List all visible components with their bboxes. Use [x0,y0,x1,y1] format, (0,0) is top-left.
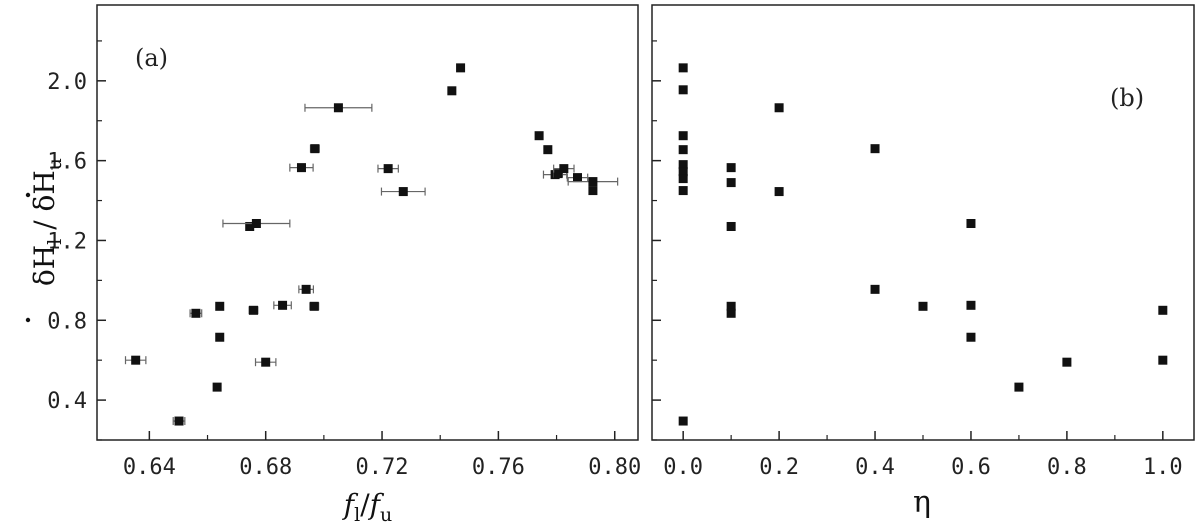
data-point-b-13 [726,308,736,318]
data-point-a-25 [573,173,583,183]
data-point-a-20 [534,131,544,141]
data-point-b-2 [678,131,688,141]
data-point-a-9 [301,284,311,294]
x-axis-title-a: fl/fu [342,488,393,525]
x-tick-label-a-3: 0.76 [472,455,525,480]
x-tick-label-a-4: 0.80 [588,455,641,480]
data-point-b-19 [966,218,976,228]
panel-b-label: (b) [1110,84,1144,112]
x-tick-label-b-0: 0.0 [663,455,703,480]
data-point-b-14 [774,103,784,113]
data-point-b-16 [870,144,880,154]
data-point-b-8 [678,416,688,426]
x-tick-label-b-3: 0.6 [951,455,991,480]
y-tick-label-0: 0.4 [47,389,87,414]
y-tick-label-4: 2.0 [47,70,87,95]
y-tick-label-3: 1.6 [47,150,87,175]
data-point-a-26 [588,177,598,187]
data-point-b-20 [966,300,976,310]
panel-b-ticks: 0.0 0.2 0.4 0.6 0.8 1.0 [652,40,1183,480]
data-point-b-11 [726,221,736,231]
data-point-a-24 [559,164,569,174]
data-point-b-12 [726,301,736,311]
y-title-num-sub: l [44,239,66,245]
data-point-b-10 [726,178,736,188]
panel-b-points [678,63,1168,426]
data-point-b-5 [678,167,688,177]
data-point-a-12 [251,218,261,228]
data-point-a-23 [553,169,563,179]
data-point-b-15 [774,187,784,197]
x-title-den-sub: u [380,504,392,525]
x-tick-label-a-2: 0.72 [356,455,409,480]
data-point-b-25 [1158,355,1168,365]
data-point-b-22 [1014,382,1024,392]
data-point-b-4 [678,160,688,170]
data-point-a-27 [588,186,598,196]
data-point-b-1 [678,85,688,95]
y-title-sep: / [28,211,61,238]
panel-a-points [124,63,619,426]
y-axis-title: δHl / δHu [25,158,66,323]
panel-a: 0.64 0.68 0.72 0.76 0.80 0.4 0.8 1.2 1.6 2.0 (a) [47,4,641,480]
data-point-a-15 [333,103,343,113]
data-point-a-13 [296,163,306,173]
data-point-a-0 [212,382,222,392]
data-point-a-17 [398,187,408,197]
data-point-b-3 [678,145,688,155]
data-point-a-2 [174,416,184,426]
x-tick-label-b-1: 0.2 [759,455,799,480]
data-point-a-5 [215,332,225,342]
data-point-a-21 [543,145,553,155]
y-tick-label-1: 0.8 [47,309,87,334]
data-point-a-6 [248,305,258,315]
y-tick-label-2: 1.2 [47,229,87,254]
data-point-b-6 [678,174,688,184]
y-title-dot-1 [25,317,31,323]
y-title-dot-2 [25,192,31,198]
data-point-b-24 [1158,305,1168,315]
data-point-a-1 [131,355,141,365]
x-axis-title-b: η [913,485,931,520]
x-tick-label-a-0: 0.64 [123,455,176,480]
data-point-a-18 [447,86,457,96]
x-title-num-sub: l [354,504,360,525]
x-tick-label-b-4: 0.8 [1047,455,1087,480]
data-point-a-3 [191,308,201,318]
data-point-b-23 [1062,357,1072,367]
data-point-a-19 [456,63,466,73]
data-point-a-14 [310,144,320,154]
data-point-a-7 [261,357,271,367]
panel-a-frame [96,4,639,441]
data-point-b-17 [870,284,880,294]
x-title-sep: / [360,488,370,521]
data-point-a-10 [309,301,319,311]
panel-b: 0.0 0.2 0.4 0.6 0.8 1.0 (b) [651,4,1195,480]
x-tick-label-b-5: 1.0 [1143,455,1183,480]
data-point-b-18 [918,301,928,311]
data-point-a-11 [245,221,255,231]
panel-a-ticks: 0.64 0.68 0.72 0.76 0.80 0.4 0.8 1.2 1.6 2.0 [47,40,641,480]
panel-a-label: (a) [135,44,168,72]
svg-text:δHl / δHu: δHl / δHu [28,158,66,286]
x-tick-label-a-1: 0.68 [239,455,292,480]
y-title-den-sub: u [44,158,66,170]
y-title-den: δH [28,170,61,211]
data-point-a-8 [278,300,288,310]
data-point-b-9 [726,163,736,173]
x-tick-label-b-2: 0.4 [855,455,895,480]
data-point-b-0 [678,63,688,73]
y-title-num: δH [28,245,61,286]
data-point-a-4 [215,301,225,311]
data-point-a-16 [383,164,393,174]
data-point-b-21 [966,332,976,342]
data-point-b-7 [678,186,688,196]
